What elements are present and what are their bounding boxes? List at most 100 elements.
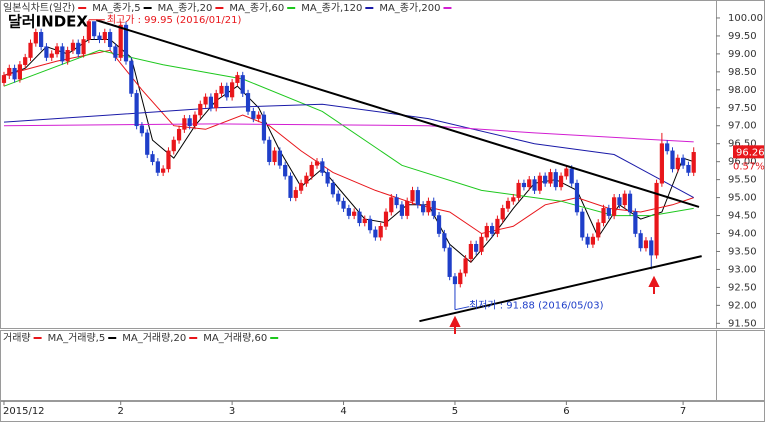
candle-body — [341, 200, 346, 209]
y-tick-label: 95.50 — [728, 175, 757, 186]
candle-body — [574, 182, 580, 213]
candle-body — [415, 190, 420, 206]
candle-body — [145, 132, 150, 155]
x-axis-panel — [0, 401, 765, 422]
candle-body — [76, 42, 81, 55]
candle-body — [129, 60, 134, 94]
x-tick-label: 6 — [563, 406, 569, 417]
candle-body — [314, 161, 320, 166]
candle-body — [23, 57, 28, 65]
candle-body — [176, 129, 182, 141]
candle-body — [431, 200, 436, 216]
candle-body — [612, 197, 617, 216]
annotation: 최고가 : 99.95 (2016/01/21) — [107, 14, 242, 26]
ma-line — [3, 49, 694, 235]
candle-body — [235, 75, 240, 83]
candle-body — [166, 150, 171, 170]
candle-body — [479, 236, 484, 252]
legend-label: MA_종가,200 — [379, 2, 440, 14]
legend-label: 일본식차트(일간) — [3, 2, 75, 14]
y-tick-label: 97.50 — [728, 103, 757, 114]
candle-body — [261, 114, 267, 141]
signal-arrows — [449, 275, 660, 334]
candle-body — [383, 211, 389, 227]
legend-label: MA_종가,60 — [229, 2, 284, 14]
candle-body — [251, 111, 256, 119]
candle-body — [309, 164, 314, 177]
candle-body — [288, 175, 293, 198]
y-tick-label: 93.00 — [728, 264, 757, 275]
candle-body — [134, 93, 139, 127]
candle-body — [521, 182, 527, 188]
candle-body — [527, 179, 532, 188]
candle-body — [548, 172, 553, 184]
annotation-pointer — [454, 306, 470, 311]
candle-body — [92, 21, 97, 37]
x-tick-label: 2 — [118, 406, 124, 417]
ma-line — [3, 49, 694, 217]
candle-body — [596, 222, 601, 238]
candle-body — [405, 200, 410, 216]
up-arrow — [449, 315, 461, 334]
candle-body — [643, 240, 649, 249]
y-tick-label: 99.00 — [728, 49, 757, 60]
volume-axis-panel — [716, 330, 765, 401]
ma-line — [3, 123, 694, 143]
candle-body — [182, 118, 187, 130]
candle-body — [352, 211, 357, 216]
candle-body — [33, 32, 38, 44]
candle-body — [675, 157, 680, 170]
candle-body — [558, 175, 564, 188]
annotation: 최저가 : 91.88 (2016/05/03) — [469, 300, 604, 312]
volume-panel — [0, 330, 717, 401]
candle-body — [60, 46, 65, 62]
candle-body — [320, 161, 325, 173]
candle-body — [240, 75, 245, 94]
candle-body — [569, 168, 574, 184]
price-axis-panel — [716, 0, 765, 329]
candle-body — [585, 236, 590, 245]
candle-body — [256, 114, 261, 119]
candle-body — [659, 143, 664, 184]
candle-body — [681, 157, 686, 166]
candle-body — [39, 32, 44, 48]
y-tick-label: 91.50 — [728, 318, 757, 329]
candle-body — [123, 24, 129, 62]
candle-body — [298, 182, 304, 191]
legend-label: MA_종가,20 — [158, 2, 213, 14]
y-tick-label: 92.00 — [728, 300, 757, 311]
candle-body — [155, 161, 160, 173]
candle-body — [627, 193, 633, 213]
candle-body — [590, 236, 596, 245]
candle-body — [468, 243, 473, 259]
current-price-badge — [733, 145, 764, 159]
y-tick-label: 99.50 — [728, 31, 757, 42]
candle-body — [580, 211, 585, 238]
candle-body — [283, 164, 288, 177]
candle-body — [426, 200, 431, 213]
y-tick-label: 97.00 — [728, 121, 757, 132]
candle-body — [389, 197, 394, 213]
candle-body — [346, 208, 351, 216]
current-change: 0.57% — [733, 161, 765, 172]
candle-body — [97, 35, 102, 40]
candle-body — [267, 139, 272, 162]
candle-body — [553, 172, 558, 188]
legend-label: MA_종가,120 — [301, 2, 362, 14]
candle-body — [399, 204, 405, 216]
candle-body — [447, 247, 452, 277]
candle-body — [500, 208, 505, 220]
candle-body — [230, 82, 235, 98]
candle-body — [28, 42, 33, 58]
candle-body — [495, 218, 500, 234]
y-tick-label: 100.00 — [728, 13, 763, 24]
legend-label: MA_거래량,5 — [48, 332, 106, 344]
candle-body — [357, 211, 362, 224]
candle-body — [362, 218, 367, 224]
candle-body — [293, 190, 298, 198]
candle-body — [564, 168, 569, 177]
candle-body — [304, 175, 309, 184]
candle-body — [49, 53, 54, 58]
up-arrow — [648, 275, 660, 294]
candle-body — [214, 93, 219, 109]
